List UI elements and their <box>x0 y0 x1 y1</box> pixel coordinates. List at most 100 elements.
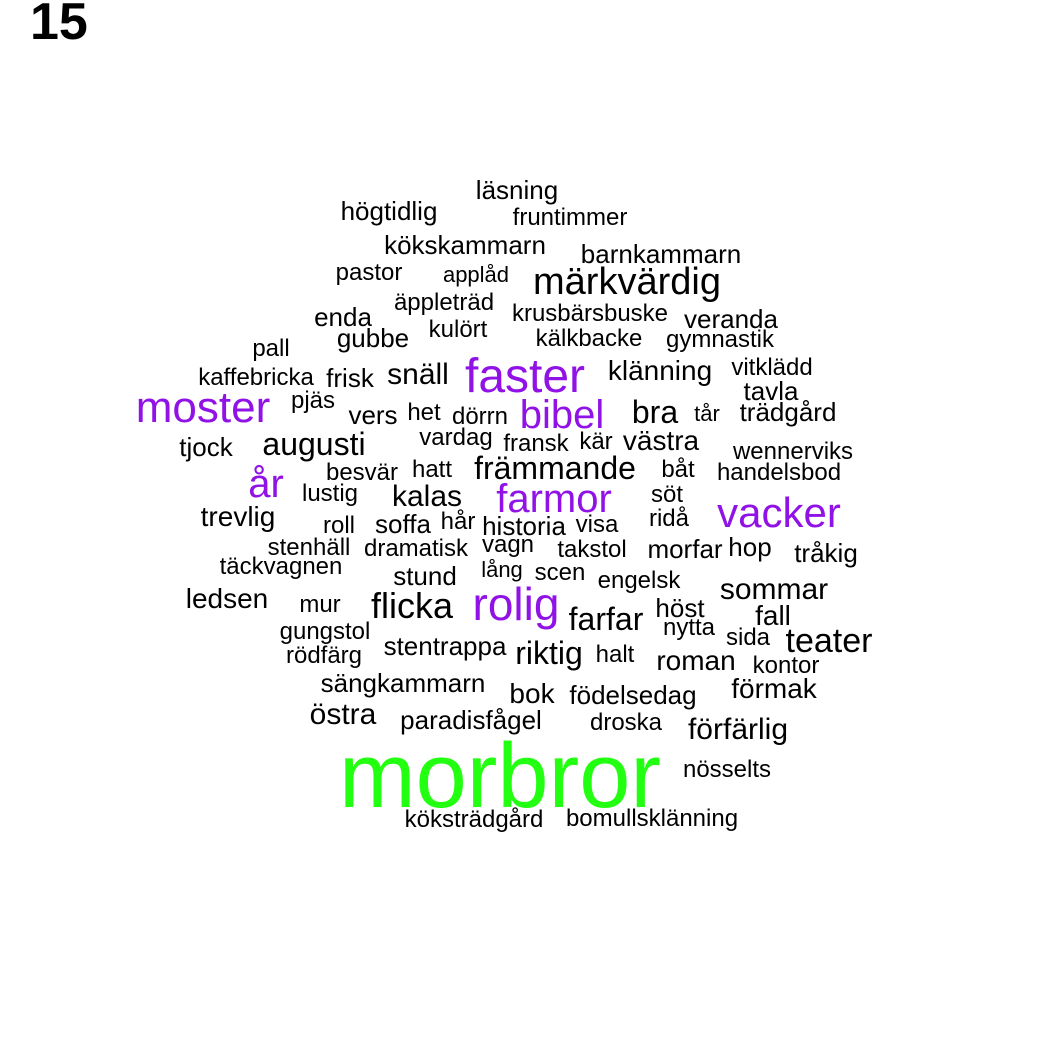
word-paradisfagel: paradisfågel <box>400 705 542 735</box>
word-kontor: kontor <box>752 652 820 679</box>
word-het: het <box>407 399 441 426</box>
word-appletrad: äppleträd <box>393 289 495 316</box>
word-tjock: tjock <box>179 432 233 462</box>
word-ar: år <box>248 462 284 506</box>
word-flicka: flicka <box>370 585 454 626</box>
word-vagn: vagn <box>481 531 535 558</box>
word-applad: applåd <box>442 262 510 287</box>
word-ostra: östra <box>309 698 377 731</box>
word-rida: ridå <box>648 505 690 532</box>
word-farfar: farfar <box>568 601 644 637</box>
word-tar: tår <box>694 401 720 426</box>
word-morbror: morbror <box>338 725 662 827</box>
word-vardag: vardag <box>419 424 493 451</box>
word-vacker: vacker <box>717 489 841 536</box>
word-ledsen: ledsen <box>185 583 269 614</box>
word-roll: roll <box>322 512 356 539</box>
word-vastra: västra <box>622 425 700 456</box>
word-hop: hop <box>728 532 772 562</box>
word-soffa: soffa <box>375 509 431 539</box>
word-lang: lång <box>481 557 523 582</box>
word-vitkladd: vitklädd <box>731 354 813 381</box>
word-markvardig: märkvärdig <box>533 261 721 303</box>
word-forfarlig: förfärlig <box>687 713 789 746</box>
word-fruntimmer: fruntimmer <box>512 204 628 231</box>
word-takstol: takstol <box>557 536 627 563</box>
word-handelsbod: handelsbod <box>716 459 842 486</box>
word-hogtidlig: högtidlig <box>340 196 438 226</box>
word-host: höst <box>655 593 705 623</box>
word-morfar: morfar <box>647 534 723 564</box>
word-riktig: riktig <box>515 635 583 671</box>
word-pjas: pjäs <box>290 387 336 414</box>
word-hatt: hatt <box>411 456 453 483</box>
word-krusbarsbuske: krusbärsbuske <box>511 300 669 327</box>
word-kalkbacke: kälkbacke <box>535 325 643 352</box>
word-gungstol: gungstol <box>279 618 371 645</box>
panel-number: 15 <box>30 0 88 51</box>
word-stentrappa: stentrappa <box>383 631 507 661</box>
word-fodelsedag: födelsedag <box>569 680 697 710</box>
word-sommar: sommar <box>719 573 829 606</box>
word-frammande: främmande <box>474 450 636 486</box>
word-kaffebricka: kaffebricka <box>198 364 314 391</box>
word-kar: kär <box>579 428 613 455</box>
word-bomullsklanning: bomullsklänning <box>565 805 739 832</box>
word-dorrn: dörrn <box>451 403 509 430</box>
word-augusti: augusti <box>262 426 366 462</box>
word-teater: teater <box>785 622 873 660</box>
word-kokstradgard: köksträdgård <box>404 806 544 833</box>
word-dramatisk: dramatisk <box>363 535 469 562</box>
word-bat: båt <box>661 456 695 483</box>
word-gymnastik: gymnastik <box>665 326 775 353</box>
word-nosselts: nösselts <box>682 756 772 783</box>
word-wennerviks: wennerviks <box>732 438 854 465</box>
word-droska: droska <box>589 709 663 736</box>
word-roman: roman <box>656 645 736 676</box>
word-stenhall: stenhäll <box>267 534 351 561</box>
word-kalas: kalas <box>391 480 463 513</box>
word-frisk: frisk <box>326 363 374 393</box>
word-bok: bok <box>509 678 555 709</box>
word-har: hår <box>440 508 476 535</box>
word-rolig: rolig <box>472 578 560 630</box>
word-rodfarg: rödfärg <box>285 642 363 669</box>
word-kokskammarn: kökskammarn <box>384 230 546 260</box>
word-mur: mur <box>299 591 341 618</box>
word-kulort: kulört <box>428 316 488 343</box>
word-faster: faster <box>464 350 586 403</box>
word-pastor: pastor <box>335 259 403 286</box>
word-gubbe: gubbe <box>336 323 410 353</box>
word-tackvagnen: täckvagnen <box>219 553 343 580</box>
word-scen: scen <box>534 559 586 586</box>
word-barnkammarn: barnkammarn <box>580 239 742 269</box>
word-lasning: läsning <box>475 175 559 205</box>
word-besvar: besvär <box>325 459 399 486</box>
word-moster: moster <box>135 383 271 432</box>
word-sida: sida <box>725 624 771 651</box>
word-sot: söt <box>650 481 684 508</box>
word-enda: enda <box>314 302 372 332</box>
word-tavla: tavla <box>743 376 799 406</box>
word-trakig: tråkig <box>794 538 858 568</box>
word-stund: stund <box>393 561 457 591</box>
word-farmor: farmor <box>496 477 612 521</box>
word-visa: visa <box>575 511 619 538</box>
word-fall: fall <box>755 600 791 631</box>
word-historia: historia <box>482 511 566 541</box>
word-veranda: veranda <box>684 304 778 334</box>
word-halt: halt <box>595 641 635 668</box>
word-snall: snäll <box>387 358 449 391</box>
word-sangkammarn: sängkammarn <box>320 668 486 698</box>
word-vers: vers <box>348 400 398 430</box>
word-tradgard: trädgård <box>739 397 837 427</box>
word-fransk: fransk <box>503 430 569 457</box>
word-nytta: nytta <box>662 614 716 641</box>
word-lustig: lustig <box>301 480 359 507</box>
word-bibel: bibel <box>519 393 605 437</box>
word-pall: pall <box>252 335 290 362</box>
word-formak: förmak <box>731 673 817 704</box>
word-trevlig: trevlig <box>200 501 276 532</box>
word-klanning: klänning <box>607 355 713 386</box>
